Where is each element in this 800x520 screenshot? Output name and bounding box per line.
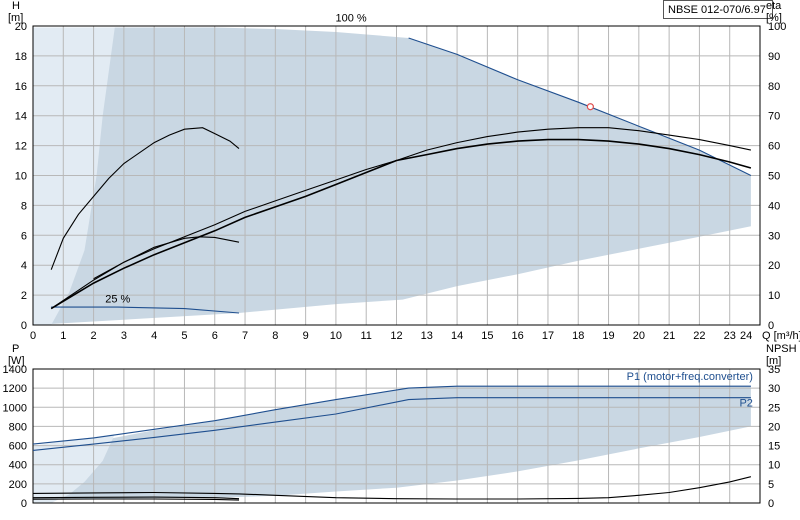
top-chart-x-tick-label: 22 bbox=[693, 330, 705, 342]
top-chart-right-tick-label: 80 bbox=[768, 81, 780, 93]
top-chart-x-tick-label: 3 bbox=[121, 330, 127, 342]
top-chart-x-tick-label: 21 bbox=[663, 330, 675, 342]
top-chart-x-tick-label: 13 bbox=[421, 330, 433, 342]
top-chart-left-axis-unit: [m] bbox=[8, 12, 23, 24]
top-chart-right-tick-label: 50 bbox=[768, 171, 780, 183]
bottom-chart-left-tick-label: 1200 bbox=[3, 383, 27, 395]
top-chart-x-tick-label: 4 bbox=[151, 330, 157, 342]
bottom-chart-series-line bbox=[32, 496, 240, 500]
top-chart-left-tick-label: 14 bbox=[15, 111, 27, 123]
bottom-chart-left-tick-label: 600 bbox=[9, 441, 27, 453]
top-chart-envelope-light bbox=[33, 27, 115, 325]
bottom-chart-frame bbox=[32, 368, 761, 504]
top-chart-x-tick-label: 23 bbox=[724, 330, 736, 342]
top-chart-right-tick-label: 60 bbox=[768, 141, 780, 153]
top-chart-series-line bbox=[51, 306, 240, 314]
bottom-chart-right-tick-label: 0 bbox=[768, 498, 774, 510]
top-chart-left-tick-label: 4 bbox=[21, 260, 27, 272]
bottom-chart-series-line bbox=[32, 498, 240, 501]
bottom-chart-left-axis-unit: [W] bbox=[8, 355, 25, 367]
top-chart-left-tick-label: 18 bbox=[15, 51, 27, 63]
top-chart-frame bbox=[32, 25, 761, 326]
top-chart-x-tick-label: 8 bbox=[272, 330, 278, 342]
top-chart-right-tick-label: 70 bbox=[768, 111, 780, 123]
top-chart-x-tick-label: 12 bbox=[390, 330, 402, 342]
top-chart-x-tick-label: 5 bbox=[181, 330, 187, 342]
bottom-chart-right-axis-label: NPSH bbox=[766, 343, 797, 355]
top-chart-right-tick-label: 20 bbox=[768, 260, 780, 272]
bottom-chart-right-axis-unit: [m] bbox=[766, 355, 781, 367]
bottom-chart-series-name: P2 bbox=[739, 398, 752, 410]
bottom-chart-left-tick-label: 1000 bbox=[3, 402, 27, 414]
bottom-chart-left-axis-label: P bbox=[12, 343, 19, 355]
top-chart-series-line bbox=[50, 138, 752, 310]
top-chart-series-line bbox=[93, 127, 752, 280]
bottom-chart-right-tick-label: 35 bbox=[768, 364, 780, 376]
bottom-chart-right-tick-label: 10 bbox=[768, 460, 780, 472]
bottom-chart-right-tick-label: 5 bbox=[768, 479, 774, 491]
top-chart-x-tick-label: 7 bbox=[242, 330, 248, 342]
top-chart-x-tick-label: 10 bbox=[330, 330, 342, 342]
top-chart-right-tick-label: 10 bbox=[768, 290, 780, 302]
top-chart-envelope bbox=[33, 27, 751, 325]
top-chart-series-line bbox=[50, 127, 240, 270]
top-chart-x-tick-label: 14 bbox=[451, 330, 463, 342]
top-chart-operating-point bbox=[586, 103, 594, 111]
top-chart-x-tick-label: 16 bbox=[512, 330, 524, 342]
top-chart-left-tick-label: 2 bbox=[21, 290, 27, 302]
top-chart-x-tick-label: 9 bbox=[303, 330, 309, 342]
pump-model-title: NBSE 012-070/6.97 bbox=[663, 0, 773, 19]
top-chart-left-tick-label: 10 bbox=[15, 171, 27, 183]
bottom-chart-left-tick-label: 800 bbox=[9, 421, 27, 433]
bottom-chart-right-tick-label: 15 bbox=[768, 441, 780, 453]
top-chart-right-axis-unit: [%] bbox=[766, 12, 782, 24]
top-chart-x-axis-label: Q [m³/h] bbox=[762, 330, 800, 342]
bottom-chart-right-tick-label: 20 bbox=[768, 421, 780, 433]
top-chart-left-tick-label: 12 bbox=[15, 141, 27, 153]
top-chart-right-axis-label: eta bbox=[766, 0, 782, 12]
top-chart-x-tick-label: 1 bbox=[60, 330, 66, 342]
top-chart-x-tick-label: 15 bbox=[481, 330, 493, 342]
bottom-chart-left-tick-label: 1400 bbox=[3, 364, 27, 376]
top-chart-left-tick-label: 6 bbox=[21, 230, 27, 242]
top-chart-x-tick-label: 17 bbox=[542, 330, 554, 342]
top-chart-left-tick-label: 8 bbox=[21, 200, 27, 212]
top-chart-left-tick-label: 0 bbox=[21, 320, 27, 332]
bottom-chart-series-line bbox=[32, 397, 751, 451]
bottom-chart-envelope-light bbox=[33, 434, 115, 503]
top-chart-x-tick-label: 11 bbox=[360, 330, 371, 342]
top-chart-x-tick-label: 20 bbox=[633, 330, 645, 342]
top-chart-annotation: 25 % bbox=[105, 294, 130, 306]
bottom-chart-left-tick-label: 400 bbox=[9, 460, 27, 472]
top-chart-right-tick-label: 40 bbox=[768, 200, 780, 212]
bottom-chart-right-tick-label: 30 bbox=[768, 383, 780, 395]
top-chart-x-tick-label: 2 bbox=[91, 330, 97, 342]
top-chart-right-tick-label: 30 bbox=[768, 230, 780, 242]
bottom-chart-right-tick-label: 25 bbox=[768, 402, 780, 414]
top-chart-x-tick-label: 24 bbox=[740, 330, 752, 342]
bottom-chart-series-line bbox=[32, 385, 751, 445]
top-chart-x-tick-label: 18 bbox=[572, 330, 584, 342]
top-chart-x-tick-label: 0 bbox=[30, 330, 36, 342]
top-chart-series-line bbox=[408, 37, 752, 176]
bottom-chart-envelope bbox=[33, 386, 751, 503]
bottom-chart-left-tick-label: 200 bbox=[9, 479, 27, 491]
top-chart-right-tick-label: 100 bbox=[768, 21, 786, 33]
bottom-chart-series-line bbox=[32, 476, 752, 500]
top-chart-x-tick-label: 6 bbox=[212, 330, 218, 342]
top-chart-left-tick-label: 20 bbox=[15, 21, 27, 33]
bottom-chart-series-name: P1 (motor+freq.converter) bbox=[627, 371, 753, 383]
top-chart-x-tick-label: 19 bbox=[602, 330, 614, 342]
top-chart-right-tick-label: 90 bbox=[768, 51, 780, 63]
top-chart-left-axis-label: H bbox=[12, 0, 20, 12]
bottom-chart-left-tick-label: 0 bbox=[21, 498, 27, 510]
top-chart-right-tick-label: 0 bbox=[768, 320, 774, 332]
top-chart-left-tick-label: 16 bbox=[15, 81, 27, 93]
top-chart-annotation: 100 % bbox=[335, 13, 366, 25]
